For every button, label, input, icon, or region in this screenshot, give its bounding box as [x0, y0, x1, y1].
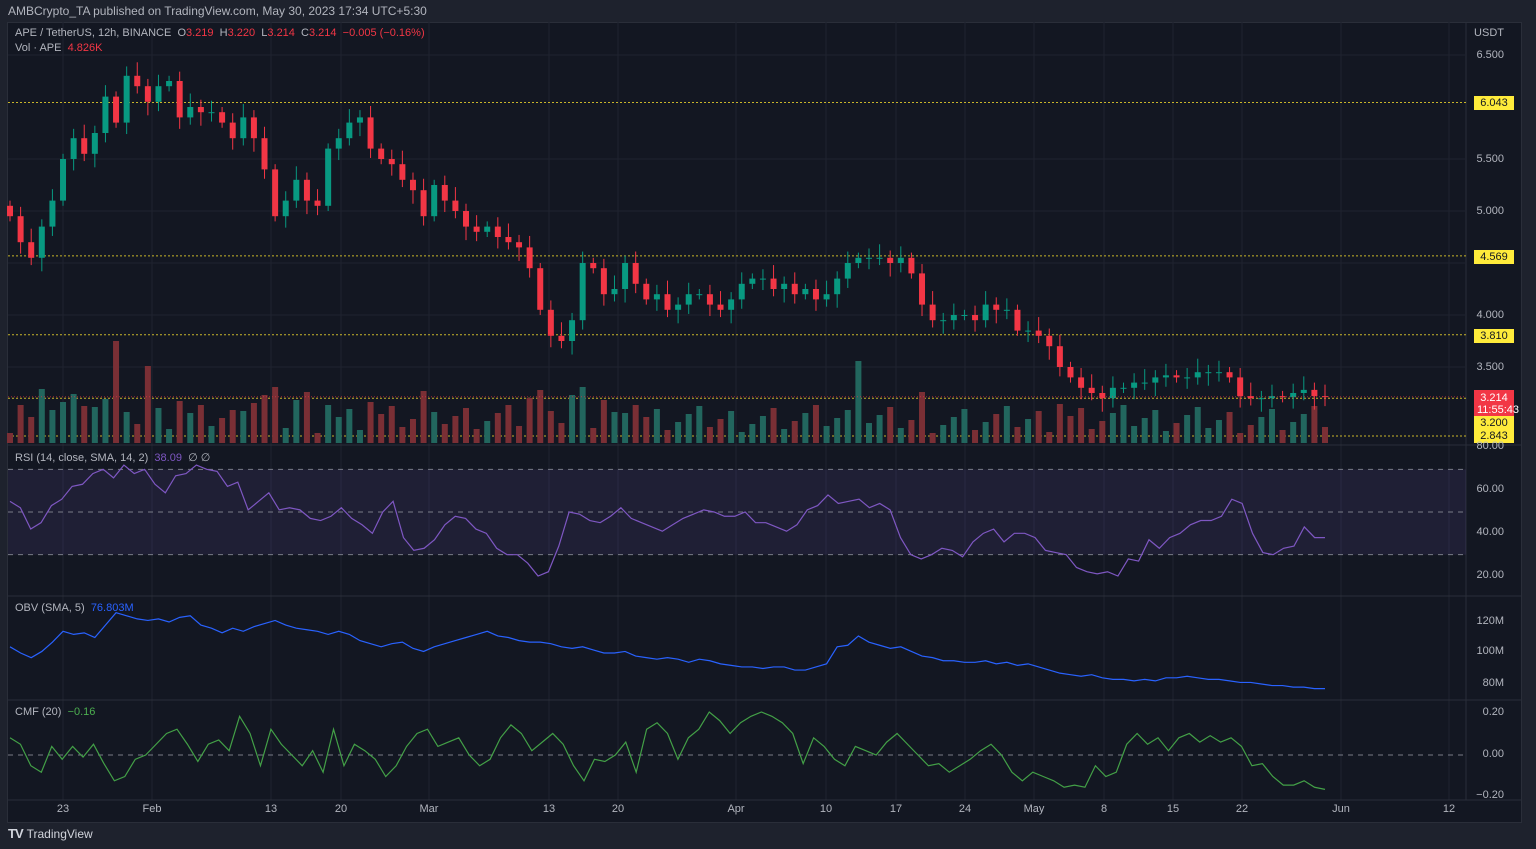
time-tick: 17: [889, 803, 903, 815]
volume-value: 4.826K: [67, 42, 103, 54]
obv-label: OBV (SMA, 5): [15, 602, 85, 614]
publisher-header: AMBCrypto_TA published on TradingView.co…: [0, 0, 1536, 22]
rsi-label: RSI (14, close, SMA, 14, 2): [15, 452, 149, 464]
time-tick: 10: [819, 803, 833, 815]
rsi-tick: 80.00: [1476, 440, 1504, 452]
close-value: 3.214: [309, 27, 337, 39]
time-tick: May: [1023, 803, 1045, 815]
close-label: C: [301, 27, 309, 39]
time-tick: 24: [958, 803, 972, 815]
low-label: L: [261, 27, 268, 39]
publisher-line: AMBCrypto_TA published on TradingView.co…: [8, 4, 427, 18]
time-tick: 20: [334, 803, 348, 815]
obv-tick: 120M: [1476, 615, 1504, 627]
cmf-tick: −0.20: [1476, 789, 1504, 799]
obv-tick: 80M: [1482, 677, 1504, 689]
footer: TV TradingView: [8, 826, 93, 841]
rsi-legend[interactable]: RSI (14, close, SMA, 14, 2) 38.09 ∅ ∅: [15, 451, 210, 464]
price-tick: 4.000: [1476, 309, 1504, 321]
last-price: 3.214: [1480, 392, 1508, 404]
level-tag-6043[interactable]: 6.043: [1474, 96, 1514, 110]
time-tick: 8: [1100, 803, 1108, 815]
high-value: 3.220: [227, 27, 256, 39]
cmf-label: CMF (20): [15, 706, 62, 718]
time-tick: Feb: [142, 803, 162, 815]
rsi-extra: ∅ ∅: [188, 452, 211, 464]
cmf-value: −0.16: [67, 706, 96, 718]
price-tick: 6.500: [1476, 49, 1504, 61]
cmf-tick: 0.00: [1482, 748, 1504, 760]
cmf-legend[interactable]: CMF (20) −0.16: [15, 706, 95, 718]
last-price-tag[interactable]: 3.214 11:55:43: [1474, 390, 1520, 418]
time-tick: 15: [1166, 803, 1180, 815]
time-tick: 20: [611, 803, 625, 815]
price-tick: 3.500: [1476, 361, 1504, 373]
time-tick: Mar: [419, 803, 439, 815]
time-tick: Jun: [1332, 803, 1350, 815]
level-tag-4569[interactable]: 4.569: [1474, 250, 1514, 264]
rsi-tick: 40.00: [1476, 526, 1504, 538]
level-tag-3200[interactable]: 3.200: [1474, 416, 1514, 430]
level-tag-2843[interactable]: 2.843: [1474, 429, 1514, 443]
time-tick: 13: [542, 803, 556, 815]
time-tick: Apr: [727, 803, 745, 815]
volume-legend: Vol · APE 4.826K: [15, 42, 102, 54]
time-tick: 12: [1442, 803, 1456, 815]
open-label: O: [177, 27, 186, 39]
rsi-value: 38.09: [154, 452, 182, 464]
rsi-tick: 20.00: [1476, 569, 1504, 581]
cmf-tick: 0.20: [1482, 706, 1504, 718]
low-value: 3.214: [267, 27, 295, 39]
time-tick: 22: [1235, 803, 1249, 815]
bar-countdown: 11:55:43: [1477, 404, 1520, 416]
price-tick: 5.500: [1476, 153, 1504, 165]
symbol-legend: APE / TetherUS, 12h, BINANCE O3.219 H3.2…: [15, 27, 425, 39]
level-tag-3810[interactable]: 3.810: [1474, 329, 1514, 343]
symbol-name[interactable]: APE / TetherUS, 12h, BINANCE: [15, 27, 172, 39]
obv-value: 76.803M: [90, 602, 134, 614]
tradingview-logo-icon: TV: [8, 826, 24, 841]
obv-tick: 100M: [1476, 645, 1504, 657]
time-tick: 13: [264, 803, 278, 815]
rsi-tick: 60.00: [1476, 483, 1504, 495]
high-label: H: [219, 27, 228, 39]
currency-label: USDT: [1474, 27, 1504, 39]
open-value: 3.219: [186, 27, 214, 39]
change-value: −0.005 (−0.16%): [342, 27, 425, 39]
time-tick: 23: [56, 803, 70, 815]
volume-label[interactable]: Vol · APE: [15, 42, 62, 54]
brand-name: TradingView: [26, 826, 93, 841]
price-tick: 5.000: [1476, 205, 1504, 217]
obv-legend[interactable]: OBV (SMA, 5) 76.803M: [15, 602, 134, 614]
